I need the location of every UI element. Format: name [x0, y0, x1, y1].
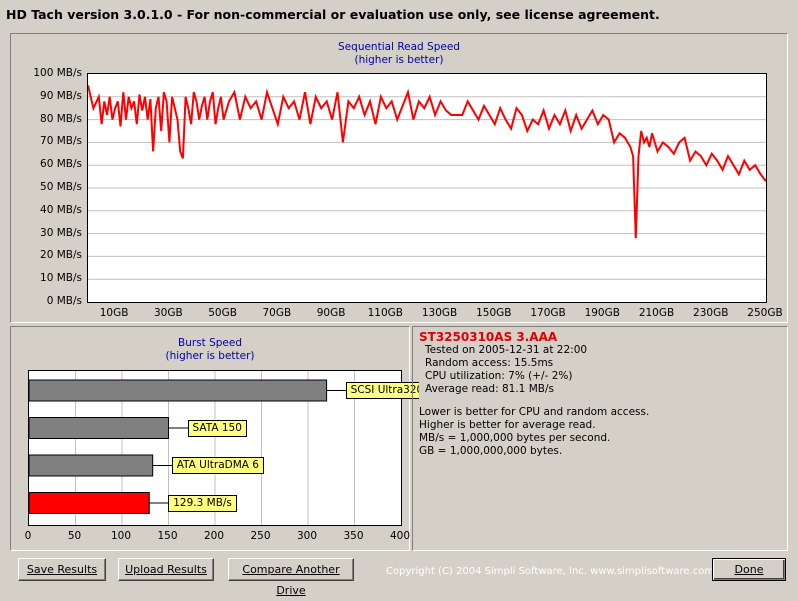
seq-x-tick: 130GB — [421, 307, 458, 319]
window-title: HD Tach version 3.0.1.0 - For non-commer… — [6, 7, 660, 22]
burst-x-tick: 150 — [157, 530, 178, 542]
burst-x-tick: 200 — [203, 530, 225, 542]
seq-x-tick: 90GB — [316, 307, 346, 319]
seq-read-line — [88, 85, 766, 239]
title-bar: HD Tach version 3.0.1.0 - For non-commer… — [0, 0, 798, 28]
burst-x-tick: 300 — [296, 530, 318, 542]
drive-info-panel — [412, 326, 788, 551]
note-gb: GB = 1,000,000,000 bytes. — [419, 445, 563, 457]
burst-bar — [29, 454, 154, 477]
seq-y-tick: 0 MB/s — [46, 295, 82, 307]
burst-x-tick: 0 — [24, 530, 32, 542]
note-cpu: Lower is better for CPU and random acces… — [419, 406, 650, 418]
burst-bar-label: ATA UltraDMA 6 — [171, 457, 264, 474]
burst-x-tick: 350 — [343, 530, 364, 542]
burst-x-tick: 50 — [67, 530, 82, 542]
seq-y-tick: 10 MB/s — [40, 272, 82, 285]
seq-x-tick: 210GB — [638, 307, 675, 319]
burst-bar-label: SATA 150 — [187, 419, 247, 437]
seq-y-tick: 90 MB/s — [40, 89, 82, 102]
seq-x-tick: 190GB — [584, 307, 620, 319]
seq-x-tick: 250GB — [747, 307, 783, 319]
tested-date: Tested on 2005-12-31 at 22:00 — [425, 344, 588, 356]
note-average: Higher is better for average read. — [419, 419, 596, 431]
drive-info: ST3250310AS 3.AAA Tested on 2005-12-31 a… — [419, 331, 779, 458]
burst-x-tick: 250 — [250, 530, 271, 542]
seq-x-tick: 10GB — [99, 307, 129, 319]
burst-bar — [29, 417, 169, 439]
sequential-read-panel: Sequential Read Speed (higher is better) — [10, 33, 788, 323]
cpu-utilization: CPU utilization: 7% (+/- 2%) — [425, 370, 573, 382]
seq-x-tick: 110GB — [367, 307, 403, 319]
compare-drive-button[interactable]: Compare Another Drive — [228, 558, 354, 597]
seq-x-tick: 50GB — [208, 307, 237, 319]
seq-y-tick: 40 MB/s — [40, 203, 82, 216]
done-button[interactable]: Done — [712, 558, 786, 581]
seq-y-tick: 60 MB/s — [40, 158, 82, 171]
seq-y-tick: 100 MB/s — [33, 67, 82, 79]
seq-y-tick: 20 MB/s — [40, 249, 82, 262]
seq-y-tick: 80 MB/s — [40, 112, 82, 125]
burst-bar — [29, 492, 150, 514]
burst-chart-svg — [29, 371, 355, 525]
seq-x-tick: 70GB — [262, 307, 292, 319]
seq-x-tick: 30GB — [154, 307, 183, 319]
drive-name: ST3250310AS 3.AAA — [419, 330, 558, 344]
seq-chart-svg — [88, 85, 766, 280]
seq-y-tick: 50 MB/s — [40, 181, 82, 193]
seq-y-tick: 30 MB/s — [40, 226, 82, 239]
burst-x-tick: 400 — [389, 530, 411, 542]
save-results-button[interactable]: Save Results — [18, 558, 106, 581]
average-read: Average read: 81.1 MB/s — [425, 383, 554, 395]
burst-bar-label: SCSI Ultra320 — [345, 382, 429, 399]
seq-x-tick: 150GB — [476, 307, 512, 319]
upload-results-button[interactable]: Upload Results — [118, 558, 214, 581]
burst-bar — [29, 379, 328, 402]
seq-plot-area — [87, 73, 767, 303]
seq-x-tick: 230GB — [693, 307, 729, 319]
burst-bar-label: 129.3 MB/s — [168, 494, 237, 512]
seq-y-tick: 70 MB/s — [40, 135, 82, 148]
burst-panel: Burst Speed (higher is better) — [10, 326, 410, 551]
note-mbs: MB/s = 1,000,000 bytes per second. — [419, 432, 611, 444]
random-access: Random access: 15.5ms — [425, 357, 554, 369]
burst-chart-title: Burst Speed (higher is better) — [165, 337, 255, 362]
copyright-text: Copyright (C) 2004 Simpli Software, Inc.… — [386, 566, 715, 577]
seq-chart-title: Sequential Read Speed (higher is better) — [338, 41, 460, 66]
burst-x-tick: 100 — [110, 530, 132, 542]
seq-x-tick: 170GB — [530, 307, 566, 319]
